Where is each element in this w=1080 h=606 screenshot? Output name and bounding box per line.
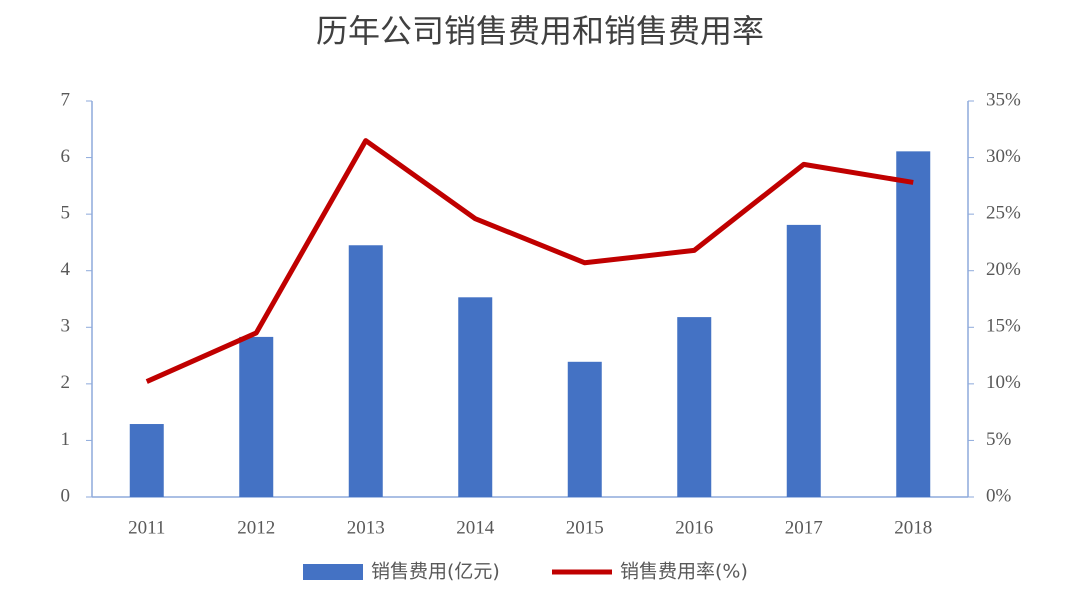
y2-tick-label: 5% — [986, 429, 1012, 450]
y2-tick-label: 30% — [986, 146, 1021, 167]
legend-label: 销售费用率(%) — [620, 561, 748, 583]
x-tick-label: 2013 — [347, 517, 385, 538]
bar — [677, 317, 712, 497]
legend-swatch — [303, 564, 363, 580]
y2-tick-label: 20% — [986, 259, 1021, 280]
y-tick-label: 0 — [61, 485, 71, 506]
bar — [348, 245, 383, 497]
x-tick-label: 2012 — [237, 517, 275, 538]
bar — [567, 361, 602, 497]
x-tick-label: 2016 — [675, 517, 713, 538]
bar — [458, 297, 493, 497]
y-tick-label: 3 — [61, 316, 71, 337]
x-tick-label: 2011 — [128, 517, 165, 538]
y2-tick-label: 35% — [986, 89, 1021, 110]
y2-tick-label: 15% — [986, 316, 1021, 337]
bar — [129, 424, 164, 497]
y-tick-label: 7 — [61, 89, 71, 110]
bar — [786, 224, 821, 498]
y-tick-label: 1 — [61, 429, 71, 450]
y-tick-label: 6 — [61, 146, 71, 167]
x-tick-label: 2014 — [456, 517, 495, 538]
chart-title: 历年公司销售费用和销售费用率 — [316, 12, 764, 50]
y2-tick-label: 10% — [986, 372, 1021, 393]
bar — [896, 151, 931, 497]
y-tick-label: 2 — [61, 372, 71, 393]
y2-tick-label: 25% — [986, 203, 1021, 224]
y-tick-label: 4 — [61, 259, 71, 280]
line — [145, 138, 914, 384]
x-tick-label: 2017 — [785, 517, 823, 538]
legend-label: 销售费用(亿元) — [371, 561, 500, 583]
bar — [239, 336, 274, 497]
x-tick-label: 2018 — [894, 517, 932, 538]
y2-tick-label: 0% — [986, 485, 1012, 506]
y-tick-label: 5 — [61, 203, 71, 224]
x-tick-label: 2015 — [566, 517, 604, 538]
